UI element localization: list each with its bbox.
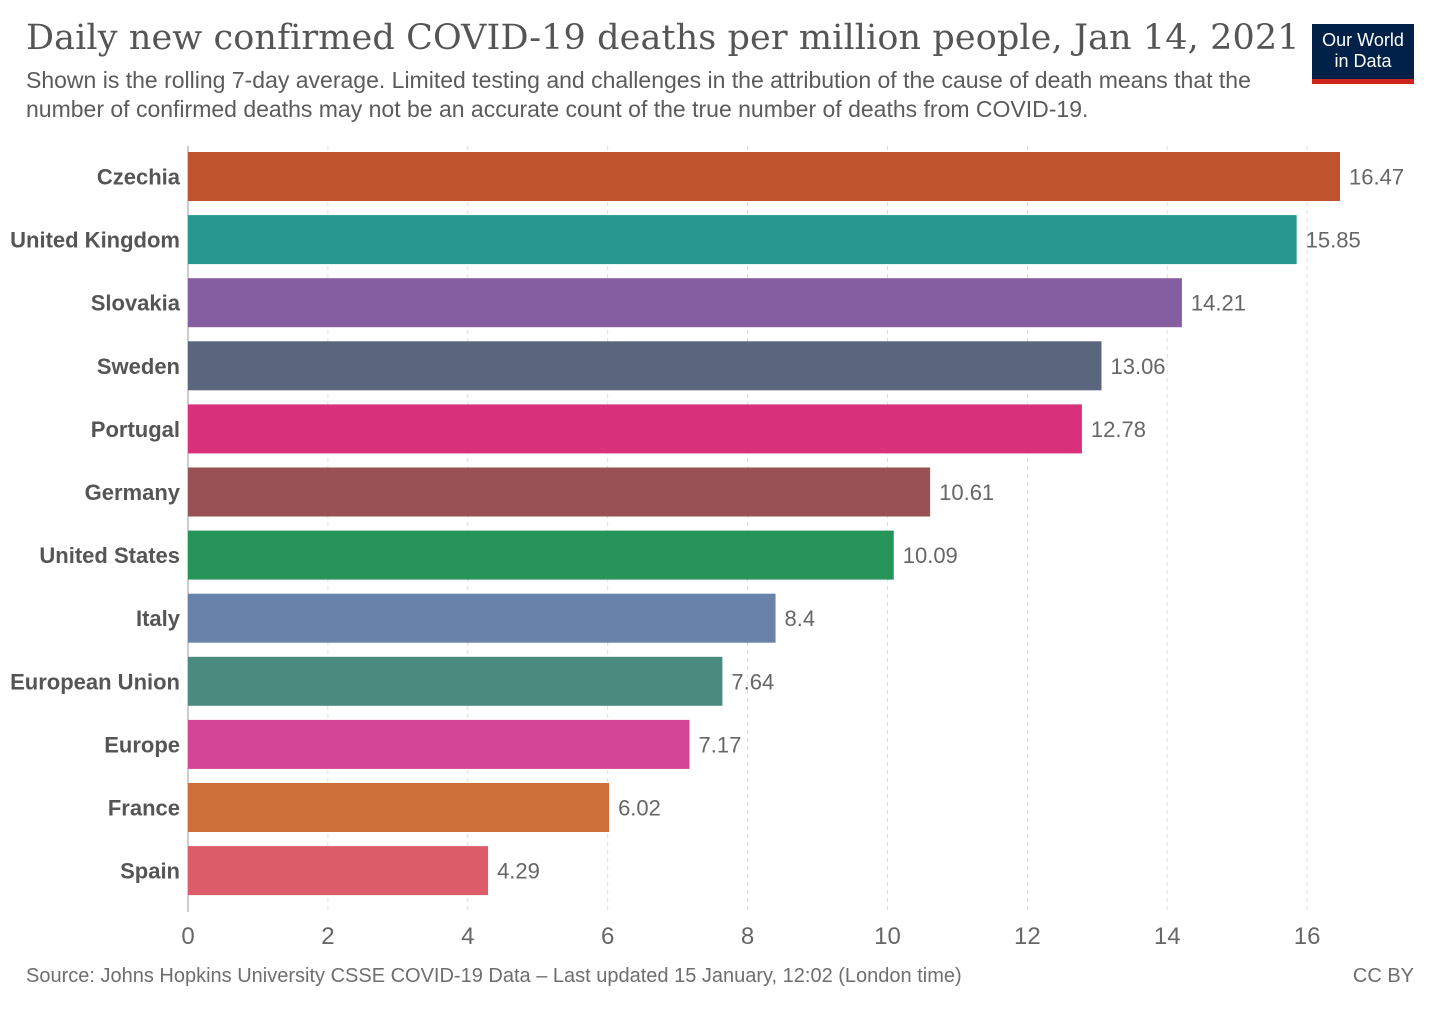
x-tick-label: 0 (181, 923, 194, 950)
bar[interactable] (188, 719, 690, 769)
category-label[interactable]: Portugal (91, 417, 180, 442)
license-link[interactable]: CC BY (1352, 965, 1414, 987)
x-tick-label: 4 (461, 923, 474, 950)
bar[interactable] (188, 152, 1340, 201)
bar[interactable] (188, 846, 489, 896)
value-label: 7.17 (699, 732, 742, 757)
logo-line-2: in Data (1334, 51, 1392, 71)
value-labels: 16.47 15.85 14.21 13.06 12.78 10.61 10.09 8.4 7.… (497, 165, 1404, 884)
category-labels: Czechia United Kingdom Slovakia Sweden Portu… (10, 165, 181, 884)
bar[interactable] (188, 341, 1102, 391)
value-label: 10.61 (939, 480, 994, 505)
logo-line-1: Our World (1322, 30, 1404, 50)
x-tick-label: 8 (741, 923, 754, 950)
chart-subtitle: Shown is the rolling 7-day average. Limi… (26, 67, 1251, 122)
value-label: 15.85 (1306, 228, 1361, 253)
chart-title: Daily new confirmed COVID-19 deaths per … (26, 18, 1300, 58)
x-tick-label: 10 (874, 923, 901, 950)
owid-logo[interactable]: Our World in Data (1312, 24, 1414, 84)
value-label: 8.4 (785, 606, 816, 631)
value-label: 13.06 (1110, 354, 1165, 379)
category-label[interactable]: Germany (85, 480, 181, 505)
bar[interactable] (188, 593, 776, 643)
source-note[interactable]: Source: Johns Hopkins University CSSE CO… (26, 965, 962, 987)
value-label: 16.47 (1349, 165, 1404, 190)
value-label: 12.78 (1091, 417, 1146, 442)
category-label[interactable]: United States (39, 543, 180, 568)
category-label[interactable]: Slovakia (91, 291, 181, 316)
x-tick-label: 6 (601, 923, 614, 950)
bar[interactable] (188, 467, 931, 517)
category-label[interactable]: Sweden (97, 354, 180, 379)
x-tick-label: 12 (1014, 923, 1041, 950)
category-label[interactable]: France (108, 796, 180, 821)
category-label[interactable]: European Union (10, 669, 180, 694)
category-label[interactable]: Czechia (97, 165, 181, 190)
category-label[interactable]: United Kingdom (10, 228, 180, 253)
bars (188, 152, 1340, 896)
bar[interactable] (188, 215, 1297, 265)
category-label[interactable]: Europe (104, 732, 180, 757)
x-tick-label: 2 (321, 923, 334, 950)
bar[interactable] (188, 530, 894, 580)
x-tick-label: 14 (1154, 923, 1181, 950)
x-tick-label: 16 (1294, 923, 1321, 950)
category-label[interactable]: Italy (136, 606, 181, 631)
value-label: 7.64 (731, 669, 774, 694)
value-label: 6.02 (618, 796, 661, 821)
x-axis-ticks: 0 2 4 6 8 10 12 14 16 (181, 923, 1320, 950)
bar[interactable] (188, 278, 1182, 328)
value-label: 4.29 (497, 859, 540, 884)
category-label[interactable]: Spain (120, 859, 180, 884)
value-label: 10.09 (903, 543, 958, 568)
bar[interactable] (188, 404, 1082, 454)
value-label: 14.21 (1191, 291, 1246, 316)
bar[interactable] (188, 783, 610, 832)
bar[interactable] (188, 656, 723, 706)
